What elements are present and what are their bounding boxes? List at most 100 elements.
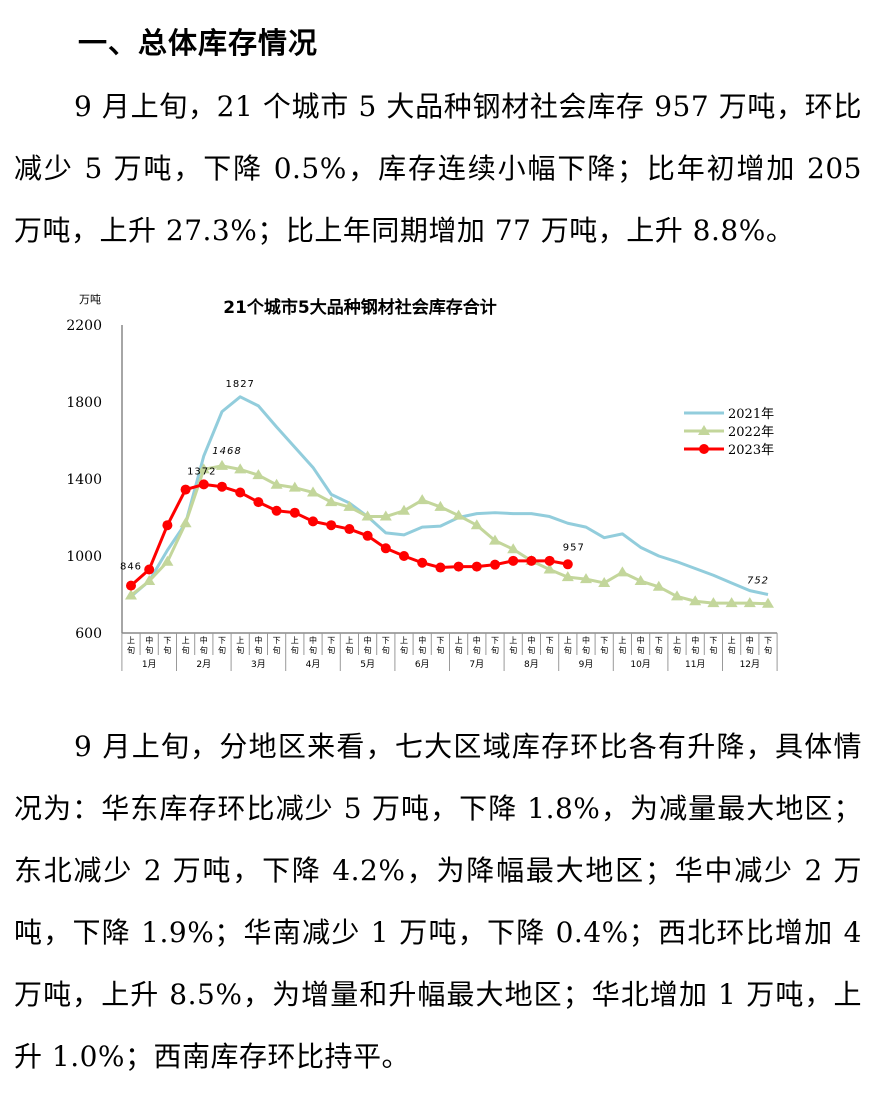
y-tick-label: 1000 [66,549,102,565]
data-point-triangle [197,463,210,474]
data-point-triangle [288,481,301,492]
data-point-triangle [452,509,465,520]
x-tick-label: 下 [273,636,281,645]
x-tick-label: 上 [291,636,299,645]
x-tick-label: 中 [637,635,645,645]
x-tick-label: 旬 [473,645,481,655]
x-tick-label: 旬 [291,645,299,655]
data-point-triangle [489,534,501,545]
x-tick-label: 旬 [254,645,262,655]
x-tick-label: 下 [163,636,171,645]
x-tick-label: 中 [746,635,754,645]
data-point-triangle [234,463,247,474]
x-tick-label: 旬 [655,645,663,655]
x-tick-label: 旬 [618,645,626,655]
x-tick-label: 旬 [637,645,645,655]
x-tick-label: 中 [254,635,262,645]
data-point-triangle [343,500,356,511]
data-point-circle [380,543,391,554]
data-point-triangle [398,504,410,515]
x-tick-label: 旬 [345,645,353,655]
x-tick-label: 旬 [509,645,517,655]
x-tick-label: 下 [491,636,499,645]
x-tick-label: 旬 [691,645,699,655]
data-point-circle [308,516,318,527]
x-month-label: 6月 [415,659,430,670]
x-month-label: 5月 [360,659,375,670]
data-point-triangle [634,575,647,586]
legend-marker-triangle [698,425,710,435]
x-tick-label: 上 [400,636,408,645]
x-tick-label: 下 [600,636,608,645]
data-point-triangle [216,459,228,470]
x-tick-label: 下 [436,636,444,645]
data-point-triangle [762,597,774,608]
x-tick-label: 上 [618,636,626,645]
data-point-circle [271,505,282,516]
x-tick-label: 中 [145,635,153,645]
series-line-2021年 [130,395,769,598]
data-point-circle [417,557,428,568]
x-tick-label: 上 [564,636,572,645]
x-month-label: 1月 [142,659,157,670]
data-point-circle [399,551,409,561]
y-tick-label: 600 [75,626,102,642]
x-month-label: 4月 [306,659,321,670]
data-point-circle [144,564,155,575]
data-point-triangle [361,510,374,521]
data-label: 957 [563,542,585,553]
data-label: 1827 [225,379,254,390]
x-tick-label: 下 [709,636,717,645]
data-point-triangle [161,555,174,566]
x-tick-label: 上 [127,636,135,645]
data-point-triangle [252,469,265,480]
data-point-triangle [616,566,629,577]
data-label: 1468 [212,446,241,457]
x-tick-label: 旬 [418,645,426,655]
data-point-triangle [434,500,447,511]
x-tick-label: 下 [764,636,772,645]
paragraph-summary: 9 月上旬，21 个城市 5 大品种钢材社会库存 957 万吨，环比减少 5 万… [14,90,862,247]
x-tick-label: 中 [364,635,372,645]
data-point-circle [217,481,227,492]
data-point-triangle [689,595,702,606]
x-tick-label: 旬 [273,645,281,655]
data-point-triangle [379,510,392,521]
x-tick-label: 旬 [728,645,736,655]
x-tick-label: 下 [655,636,663,645]
x-month-label: 8月 [524,659,539,670]
y-tick-label: 2200 [66,318,102,334]
data-point-circle [453,561,464,572]
x-month-label: 10月 [630,659,650,670]
x-tick-label: 旬 [200,645,208,655]
x-tick-label: 上 [728,636,736,645]
x-tick-label: 上 [182,636,190,645]
x-tick-label: 旬 [455,645,463,655]
x-tick-label: 旬 [564,645,572,655]
x-tick-label: 旬 [127,645,135,655]
data-point-circle [562,559,573,570]
x-tick-label: 旬 [218,645,226,655]
x-month-label: 9月 [579,659,594,670]
data-label: 846 [120,562,142,573]
data-point-circle [471,561,482,572]
data-point-triangle [125,589,137,600]
chart-title: 21个城市5大品种钢材社会库存合计 [223,297,497,318]
x-tick-label: 旬 [746,645,754,655]
data-point-circle [490,559,500,570]
data-point-triangle [707,597,720,608]
inventory-line-chart: 21个城市5大品种钢材社会库存合计 万吨 600 1000 1400 1800 2200 上旬… [60,288,800,688]
x-tick-label: 旬 [163,645,171,655]
data-point-triangle [270,478,283,489]
x-tick-label: 上 [509,636,517,645]
data-point-triangle [725,597,738,608]
y-tick-label: 1400 [66,472,102,488]
data-point-circle [544,555,555,566]
x-tick-label: 上 [673,636,681,645]
x-tick-label: 旬 [400,645,408,655]
data-point-triangle [416,494,429,505]
data-point-triangle [143,575,156,586]
data-point-circle [362,530,373,541]
data-point-triangle [743,597,756,608]
legend-label: 2022年 [728,425,774,440]
